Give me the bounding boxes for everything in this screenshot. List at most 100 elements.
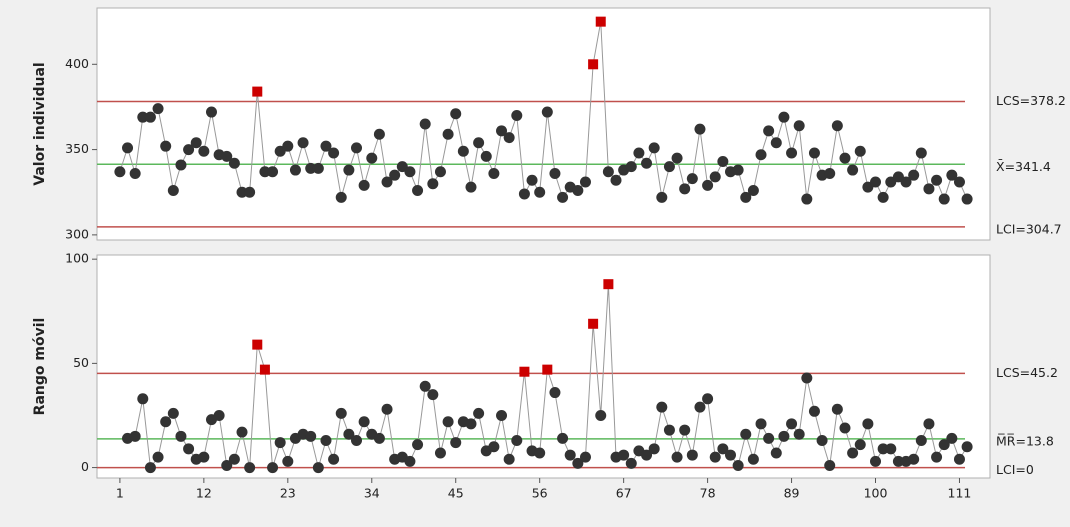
data-point (961, 193, 973, 205)
data-point (671, 152, 683, 164)
y-tick-label: 400 (65, 56, 89, 71)
data-point (877, 191, 889, 203)
flagged-point (588, 318, 599, 329)
data-point (770, 447, 782, 459)
x-tick-label: 1 (116, 486, 124, 501)
data-point (534, 186, 546, 198)
data-point (183, 443, 195, 455)
flagged-point (603, 279, 614, 290)
data-point (854, 145, 866, 157)
data-point (404, 166, 416, 178)
x-tick-label: 78 (700, 486, 716, 501)
data-point (175, 430, 187, 442)
data-point (518, 188, 530, 200)
data-point (450, 437, 462, 449)
data-point (641, 157, 653, 169)
plot-area (96, 7, 991, 241)
data-point (862, 418, 874, 430)
data-point (473, 407, 485, 419)
data-point (328, 453, 340, 465)
data-point (663, 161, 675, 173)
data-point (740, 191, 752, 203)
data-point (412, 185, 424, 197)
data-point (335, 191, 347, 203)
data-point (198, 451, 210, 463)
control-limit-label: LCI=0 (996, 462, 1034, 477)
data-point (656, 191, 668, 203)
data-point (465, 181, 477, 193)
data-point (328, 147, 340, 159)
data-point (244, 462, 256, 474)
data-point (442, 128, 454, 140)
flagged-point (519, 366, 530, 377)
data-point (503, 132, 515, 144)
data-point (747, 453, 759, 465)
data-point (373, 128, 385, 140)
data-point (572, 457, 584, 469)
data-point (694, 401, 706, 413)
data-point (534, 447, 546, 459)
data-point (770, 137, 782, 149)
data-point (496, 125, 508, 137)
data-point (870, 455, 882, 467)
data-point (297, 137, 309, 149)
data-point (679, 424, 691, 436)
data-point (228, 453, 240, 465)
data-point (938, 439, 950, 451)
data-point (343, 164, 355, 176)
data-point (381, 176, 393, 188)
control-limit-label: LCS=378.2 (996, 93, 1066, 108)
y-tick-label: 0 (81, 459, 89, 474)
data-point (557, 191, 569, 203)
data-point (488, 441, 500, 453)
data-point (671, 451, 683, 463)
data-point (702, 179, 714, 191)
data-point (267, 462, 279, 474)
data-point (595, 409, 607, 421)
data-point (160, 140, 172, 152)
data-point (244, 186, 256, 198)
data-point (175, 159, 187, 171)
data-point (144, 462, 156, 474)
data-point (205, 106, 217, 118)
data-point (709, 171, 721, 183)
x-tick-label: 34 (364, 486, 380, 501)
data-point (892, 455, 904, 467)
data-point (778, 430, 790, 442)
y-tick-label: 100 (65, 251, 89, 266)
data-point (236, 186, 248, 198)
data-point (831, 403, 843, 415)
flagged-point (252, 339, 263, 350)
data-point (183, 144, 195, 156)
data-point (946, 169, 958, 181)
y-tick-label: 350 (65, 141, 89, 156)
data-point (541, 106, 553, 118)
data-point (786, 418, 798, 430)
data-point (351, 434, 363, 446)
data-point (656, 401, 668, 413)
x-tick-label: 56 (532, 486, 548, 501)
data-point (641, 449, 653, 461)
data-point (961, 441, 973, 453)
data-point (457, 145, 469, 157)
data-point (358, 179, 370, 191)
x-tick-label: 111 (948, 486, 972, 501)
flagged-point (252, 86, 263, 97)
data-point (572, 185, 584, 197)
x-tick-label: 67 (616, 486, 632, 501)
data-point (915, 147, 927, 159)
data-point (702, 393, 714, 405)
data-point (427, 178, 439, 190)
data-point (358, 416, 370, 428)
data-point (450, 108, 462, 120)
data-point (549, 387, 561, 399)
data-point (167, 185, 179, 197)
data-point (129, 430, 141, 442)
data-point (412, 439, 424, 451)
y-axis-label: Rango móvil (32, 318, 48, 416)
data-point (908, 453, 920, 465)
data-point (167, 407, 179, 419)
data-point (381, 403, 393, 415)
data-point (503, 453, 515, 465)
data-point (831, 120, 843, 132)
